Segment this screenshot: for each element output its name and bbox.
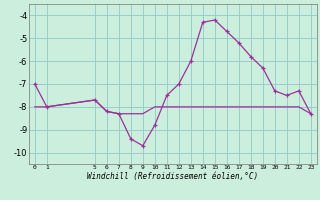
X-axis label: Windchill (Refroidissement éolien,°C): Windchill (Refroidissement éolien,°C) xyxy=(87,172,258,181)
